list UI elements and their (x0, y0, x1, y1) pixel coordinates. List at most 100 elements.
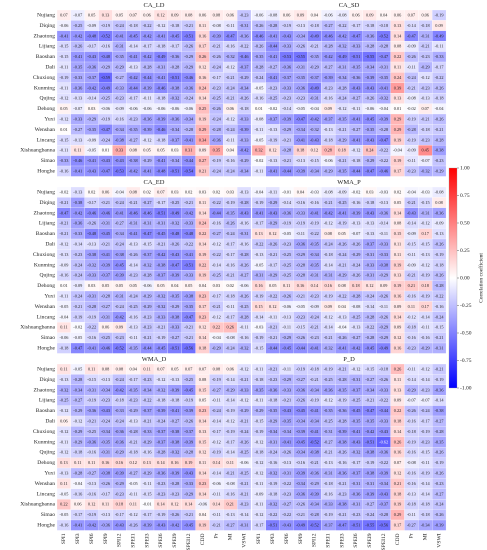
cell-value: -0.45 (365, 116, 374, 121)
cell-value: 0.24 (394, 75, 402, 80)
cell-value: -0.22 (212, 200, 221, 205)
cell-value: -0.19 (184, 398, 193, 403)
cell-value: -0.12 (226, 418, 235, 423)
cell-value: -0.24 (156, 418, 166, 423)
cell-value: -0.55 (365, 522, 374, 527)
panel-title: P_D (343, 356, 355, 363)
cell-value: -0.32 (351, 450, 360, 455)
cell-value: -0.36 (282, 64, 292, 69)
cell-value: -0.29 (184, 64, 193, 69)
cell-value: -0.14 (129, 44, 139, 49)
cell-value: 0.11 (394, 377, 401, 382)
cell-value: -0.21 (310, 460, 319, 465)
cell-value: -0.34 (268, 429, 278, 434)
cell-value: 0.13 (102, 12, 110, 17)
cell-value: -0.27 (435, 418, 445, 423)
cell-value: -0.33 (240, 137, 249, 142)
cell-value: -0.21 (268, 325, 277, 330)
cell-value: -0.49 (170, 210, 179, 215)
cell-value: 0.01 (255, 106, 263, 111)
cell-value: -0.24 (254, 75, 264, 80)
cell-value: -0.41 (101, 252, 110, 257)
cell-value: -0.43 (407, 210, 416, 215)
cell-value: -0.16 (226, 44, 236, 49)
cell-value: -0.28 (268, 23, 277, 28)
cell-value: -0.12 (226, 64, 235, 69)
cell-value: -0.33 (184, 481, 193, 486)
cell-value: -0.16 (59, 522, 69, 527)
cell-value: -0.31 (87, 387, 96, 392)
cell-value: -0.17 (226, 439, 236, 444)
cell-value: 0.14 (213, 460, 221, 465)
cell-value: -0.36 (87, 408, 97, 413)
cell-value: 0.16 (116, 460, 124, 465)
cell-value: -0.16 (240, 221, 250, 226)
cell-value: -0.06 (324, 12, 334, 17)
cell-value: 0.08 (394, 221, 402, 226)
cell-value: -0.39 (170, 470, 179, 475)
colorbar-tick-label: 1.00 (460, 165, 470, 171)
cell-value: 0.31 (185, 148, 193, 153)
cell-value: 0.21 (226, 502, 234, 507)
cell-value: -0.18 (115, 398, 124, 403)
cell-value: -0.34 (240, 168, 250, 173)
cell-value: -0.16 (435, 304, 445, 309)
cell-value: -0.25 (170, 200, 179, 205)
cell-value: -0.41 (268, 54, 277, 59)
cell-value: -0.38 (115, 252, 124, 257)
cell-value: -0.23 (115, 335, 124, 340)
colorbar-tick-label: -0.50 (460, 330, 472, 336)
cell-value: -0.29 (282, 377, 291, 382)
row-label: Lincang (37, 137, 56, 143)
cell-value: -0.24 (212, 116, 222, 121)
cell-value: -0.37 (268, 116, 278, 121)
cell-value: 0.03 (199, 189, 207, 194)
cell-value: -0.07 (351, 231, 361, 236)
cell-value: -0.04 (254, 189, 264, 194)
cell-value: 0.29 (394, 127, 402, 132)
cell-value: -0.26 (435, 116, 445, 121)
cell-value: -0.11 (226, 23, 235, 28)
cell-value: -0.34 (240, 85, 250, 90)
cell-value: 0.08 (394, 44, 402, 49)
cell-value: -0.33 (351, 44, 360, 49)
cell-value: -0.34 (296, 481, 306, 486)
cell-value: -0.14 (324, 262, 334, 267)
cell-value: -0.33 (282, 85, 291, 90)
cell-value: -0.12 (421, 221, 430, 226)
cell-value: -0.18 (268, 491, 277, 496)
cell-value: 0.15 (394, 231, 402, 236)
cell-value: -0.06 (143, 283, 153, 288)
cell-value: -0.18 (324, 137, 333, 142)
cell-value: -0.11 (352, 106, 361, 111)
cell-value: -0.21 (212, 304, 221, 309)
cell-value: -0.25 (240, 304, 249, 309)
cell-value: -0.23 (435, 481, 444, 486)
cell-value: -0.36 (143, 116, 153, 121)
cell-value: -0.46 (73, 158, 83, 163)
cell-value: -0.14 (226, 450, 236, 455)
cell-value: -0.33 (59, 158, 68, 163)
cell-value: -0.29 (379, 335, 388, 340)
cell-value: -0.23 (170, 491, 179, 496)
cell-value: -0.09 (87, 137, 96, 142)
cell-value: -0.19 (421, 293, 430, 298)
cell-value: -0.25 (240, 470, 249, 475)
cell-value: -0.15 (59, 54, 68, 59)
cell-value: -0.19 (73, 314, 82, 319)
cell-value: -0.31 (421, 210, 430, 215)
cell-value: -0.36 (87, 64, 97, 69)
column-label: SPEI12 (381, 533, 387, 550)
cell-value: -0.22 (254, 241, 263, 246)
cell-value: -0.36 (156, 470, 166, 475)
cell-value: -0.19 (268, 137, 277, 142)
cell-value: -0.33 (379, 252, 388, 257)
cell-value: -0.47 (101, 168, 111, 173)
cell-value: -0.21 (212, 522, 221, 527)
cell-value: 0.22 (213, 325, 221, 330)
cell-value: -0.43 (379, 491, 388, 496)
row-label: Dali (45, 241, 55, 247)
column-label: SPEI3 (339, 533, 345, 548)
column-label: VSWI (241, 533, 247, 547)
cell-value: -0.36 (115, 429, 125, 434)
